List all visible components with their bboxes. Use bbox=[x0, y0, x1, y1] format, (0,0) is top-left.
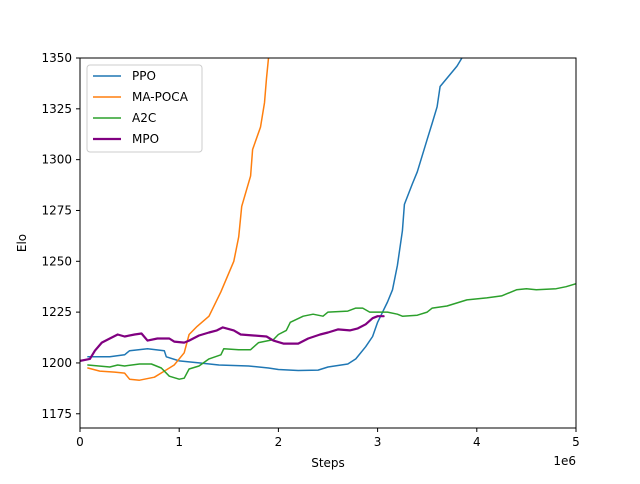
x-tick-label: 2 bbox=[275, 435, 283, 449]
y-tick-label: 1175 bbox=[41, 407, 72, 421]
y-axis-label: Elo bbox=[15, 234, 29, 252]
x-tick-label: 0 bbox=[76, 435, 84, 449]
y-axis-ticks: 1175 1200 1225 1250 1275 1300 1325 1350 bbox=[41, 51, 80, 421]
legend-label-a2c: A2C bbox=[132, 111, 156, 125]
legend-label-ppo: PPO bbox=[132, 69, 156, 83]
y-tick-label: 1225 bbox=[41, 305, 72, 319]
legend: PPO MA-POCA A2C MPO bbox=[86, 64, 203, 153]
y-tick-label: 1350 bbox=[41, 51, 72, 65]
x-tick-label: 1 bbox=[175, 435, 183, 449]
x-tick-label: 3 bbox=[374, 435, 382, 449]
x-axis-label: Steps bbox=[311, 456, 345, 470]
series-line-a2c bbox=[87, 282, 576, 380]
series-layer bbox=[80, 58, 576, 381]
legend-label-mpo: MPO bbox=[132, 132, 159, 146]
legend-box bbox=[86, 64, 203, 153]
y-tick-label: 1200 bbox=[41, 356, 72, 370]
series-line-ppo bbox=[87, 58, 463, 372]
y-tick-label: 1275 bbox=[41, 203, 72, 217]
series-line-mpo bbox=[80, 315, 385, 362]
legend-label-ma-poca: MA-POCA bbox=[132, 90, 189, 104]
series-line-ma-poca bbox=[87, 58, 270, 381]
y-tick-label: 1250 bbox=[41, 254, 72, 268]
x-tick-label: 5 bbox=[572, 435, 580, 449]
x-axis-ticks: 0 1 2 3 4 5 bbox=[76, 428, 580, 449]
axes-frame bbox=[79, 57, 577, 429]
y-tick-label: 1325 bbox=[41, 102, 72, 116]
y-tick-label: 1300 bbox=[41, 153, 72, 167]
x-axis-offset-label: 1e6 bbox=[553, 454, 576, 468]
x-tick-label: 4 bbox=[473, 435, 481, 449]
